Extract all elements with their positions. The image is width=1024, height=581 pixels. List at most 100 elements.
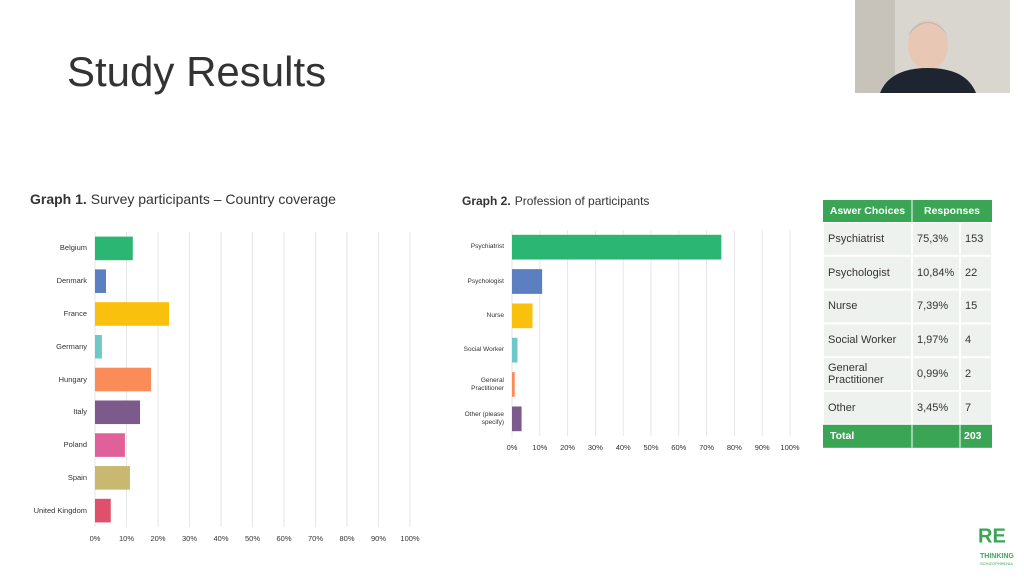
table-cell-text: 153 xyxy=(965,232,984,245)
cell-box: 22 xyxy=(965,266,978,279)
x-tick-label: 50% xyxy=(643,443,658,452)
y-tick-label: Spain xyxy=(67,472,87,482)
bar xyxy=(95,269,107,293)
y-tick-label: Social Worker xyxy=(463,346,504,354)
table-cell xyxy=(913,256,959,289)
table-cell-text: 7 xyxy=(965,401,972,414)
table-cell xyxy=(961,256,991,289)
y-tick-label: Other (please specify) xyxy=(464,410,504,426)
table-cell-text: 3,45% xyxy=(917,401,949,414)
y-tick-label: Poland xyxy=(63,440,87,450)
chart-title: Graph 2. Profession of participants xyxy=(462,194,649,208)
bar xyxy=(512,303,533,329)
y-tick-label: Germany xyxy=(56,341,87,351)
x-tick-label: 10% xyxy=(119,534,134,543)
x-tick-label: 70% xyxy=(699,443,714,452)
table-cell-text: 22 xyxy=(965,266,978,279)
cell-box: Other xyxy=(828,401,856,414)
bar xyxy=(95,433,125,457)
bar xyxy=(512,234,722,260)
chart-title-number: Graph 2. xyxy=(462,194,511,208)
x-tick-label: 80% xyxy=(727,443,742,452)
total-value: 203 xyxy=(964,430,982,442)
bar xyxy=(95,498,111,523)
table-cell xyxy=(824,358,911,390)
table-cell xyxy=(824,392,911,424)
cell-box: Psychiatrist xyxy=(828,232,885,245)
table-cell xyxy=(913,358,959,390)
total-label: Total xyxy=(830,430,854,442)
y-tick-label-box: Nurse xyxy=(486,311,504,319)
bar xyxy=(512,406,522,432)
logo-text: RE xyxy=(978,525,1006,547)
x-tick-label: 60% xyxy=(671,443,686,452)
bar xyxy=(95,400,141,425)
x-tick-label: 90% xyxy=(755,443,770,452)
y-tick-label: General Practitioner xyxy=(471,376,504,392)
y-tick-label-box: Psychiatrist xyxy=(471,243,504,250)
table-cell-text: Other xyxy=(828,401,856,414)
y-tick-label-box: United Kingdom xyxy=(33,505,87,515)
x-tick-label: 90% xyxy=(371,534,386,543)
table-cell xyxy=(824,324,911,357)
table-cell xyxy=(961,358,991,390)
y-tick-label-box: Hungary xyxy=(58,374,87,384)
table-cell xyxy=(913,223,959,255)
x-tick-label: 40% xyxy=(213,534,228,543)
cell-box: 153 xyxy=(965,232,984,245)
bar xyxy=(95,466,130,490)
y-tick-label-box: France xyxy=(63,308,87,318)
cell-box: 2 xyxy=(965,368,972,381)
table-cell-text: 4 xyxy=(965,334,972,347)
y-tick-label-box: Spain xyxy=(67,472,87,482)
cell-box: 7,39% xyxy=(917,301,948,313)
table-cell xyxy=(961,290,991,323)
x-tick-label: 20% xyxy=(560,443,575,452)
bar xyxy=(512,337,518,363)
x-tick-label: 0% xyxy=(507,443,518,452)
logo-text: THINKING xyxy=(980,553,1014,560)
table-cell-text: Psychiatrist xyxy=(828,232,885,245)
x-tick-label: 100% xyxy=(400,534,420,543)
bar xyxy=(95,236,133,261)
y-tick-label: Denmark xyxy=(56,276,87,286)
chart-title-number: Graph 1. xyxy=(30,191,87,207)
cell-box: 4 xyxy=(965,334,972,347)
table-cell-text: 0,99% xyxy=(917,368,949,381)
y-tick-label: Italy xyxy=(73,407,87,417)
y-tick-label-box: Social Worker xyxy=(463,346,504,354)
table-cell-text: 10,84% xyxy=(917,266,955,279)
header-cell: Aswer Choices xyxy=(830,205,905,217)
table-cell xyxy=(913,392,959,424)
x-tick-label: 70% xyxy=(308,534,323,543)
table-cell-text: Social Worker xyxy=(828,334,897,347)
y-tick-label-box: Denmark xyxy=(56,276,87,286)
table-cell-text: General Practitioner xyxy=(828,362,884,387)
chart-title-text: Profession of participants xyxy=(515,194,650,208)
y-tick-label-box: Germany xyxy=(56,341,87,351)
table-cell xyxy=(913,290,959,323)
table-cell xyxy=(824,256,911,289)
y-tick-label-box: Poland xyxy=(63,440,87,450)
y-tick-label-box: Italy xyxy=(73,407,87,417)
table-cell xyxy=(824,223,911,255)
x-tick-label: 10% xyxy=(532,443,547,452)
x-tick-label: 30% xyxy=(588,443,603,452)
cell-box: Psychologist xyxy=(828,267,890,279)
table-cell xyxy=(961,223,991,255)
table-cell-text: Nurse xyxy=(828,300,858,313)
x-tick-label: 50% xyxy=(245,534,260,543)
x-tick-label: 20% xyxy=(150,534,165,543)
table-cell-text: 2 xyxy=(965,368,972,381)
y-tick-label: Hungary xyxy=(58,374,87,384)
slide-title: Study Results xyxy=(67,48,326,95)
cell-box: 0,99% xyxy=(917,368,949,381)
y-tick-label: Nurse xyxy=(486,311,504,319)
bar xyxy=(95,302,170,326)
bar xyxy=(95,334,102,359)
table-header xyxy=(823,200,992,222)
y-tick-label: France xyxy=(63,308,87,318)
y-tick-label: United Kingdom xyxy=(33,505,87,515)
y-tick-label-box: Other (please specify) xyxy=(464,410,504,426)
cell-box: 1,97% xyxy=(917,334,948,346)
